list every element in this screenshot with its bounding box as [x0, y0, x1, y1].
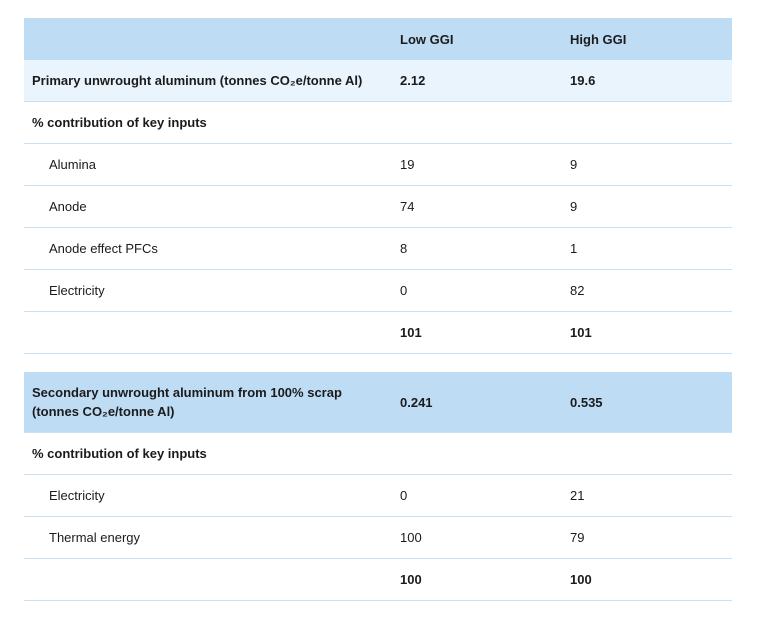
total-row: 101 101	[24, 312, 732, 354]
value-cell: 79	[570, 530, 585, 545]
spacer	[24, 354, 732, 372]
subheading-row: % contribution of key inputs	[24, 433, 732, 475]
value-cell: 0	[400, 488, 408, 503]
value-cell: 0	[400, 283, 408, 298]
subheading: % contribution of key inputs	[32, 446, 207, 461]
value-cell: 8	[400, 241, 408, 256]
row-label: Alumina	[49, 157, 96, 172]
row-label: Anode	[49, 199, 87, 214]
value-cell: 0.535	[570, 394, 603, 410]
header-cell: Low GGI	[400, 31, 454, 47]
row-label: Anode effect PFCs	[49, 241, 158, 256]
value-cell: 19	[400, 157, 415, 172]
row-label: Electricity	[49, 283, 105, 298]
value-cell: 2.12	[400, 73, 426, 88]
data-row: Electricity 0 21	[24, 475, 732, 517]
total-row: 100 100	[24, 559, 732, 601]
header-cell: High GGI	[570, 31, 627, 47]
total-cell: 101	[570, 325, 592, 340]
row-label: Electricity	[49, 488, 105, 503]
section-row: Primary unwrought aluminum (tonnes CO₂e/…	[24, 60, 732, 102]
section-row: Secondary unwrought aluminum from 100% s…	[24, 372, 732, 433]
value-cell: 19.6	[570, 73, 596, 88]
total-cell: 100	[570, 572, 592, 587]
data-row: Alumina 19 9	[24, 144, 732, 186]
value-cell: 100	[400, 530, 422, 545]
value-cell: 21	[570, 488, 585, 503]
subheading: % contribution of key inputs	[32, 115, 207, 130]
subheading-row: % contribution of key inputs	[24, 102, 732, 144]
row-label: Thermal energy	[49, 530, 141, 545]
data-row: Anode effect PFCs 8 1	[24, 228, 732, 270]
value-cell: 1	[570, 241, 578, 256]
section-title: Secondary unwrought aluminum from 100% s…	[32, 385, 342, 419]
total-cell: 101	[400, 325, 422, 340]
data-table: Low GGI High GGI Primary unwrought aluminu…	[24, 18, 732, 601]
value-cell: 9	[570, 199, 578, 214]
value-cell: 74	[400, 199, 415, 214]
value-cell: 82	[570, 283, 585, 298]
data-row: Electricity 0 82	[24, 270, 732, 312]
value-cell: 9	[570, 157, 578, 172]
section-title: Primary unwrought aluminum (tonnes CO₂e/…	[32, 73, 363, 88]
data-row: Anode 74 9	[24, 186, 732, 228]
data-row: Thermal energy 100 79	[24, 517, 732, 559]
value-cell: 0.241	[400, 394, 433, 410]
total-cell: 100	[400, 572, 422, 587]
header-row: Low GGI High GGI	[24, 18, 732, 60]
